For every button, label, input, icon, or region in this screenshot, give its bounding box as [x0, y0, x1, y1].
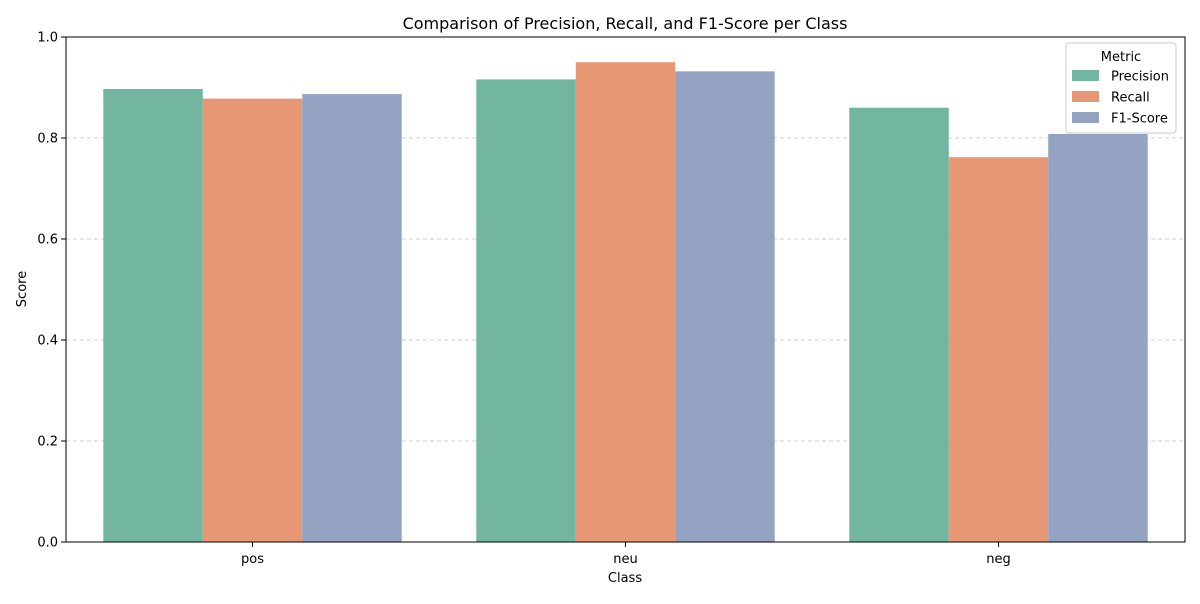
- bar-f1-score-neu: [675, 71, 775, 542]
- bars: [103, 62, 1148, 543]
- x-tick-label: neg: [986, 552, 1011, 567]
- legend-swatch: [1072, 70, 1099, 81]
- legend-label: Recall: [1111, 91, 1150, 106]
- plot-frame: [65, 36, 1186, 543]
- y-axis-label: Score: [15, 271, 30, 307]
- bar-recall-neu: [575, 62, 676, 542]
- bar-f1-score-neg: [1048, 133, 1148, 542]
- legend-swatch: [1072, 112, 1099, 123]
- bar-precision-neu: [476, 79, 576, 543]
- legend-title: Metric: [1101, 50, 1141, 65]
- x-tick-label: pos: [241, 552, 264, 567]
- bar-recall-pos: [202, 98, 303, 543]
- legend: Metric Precision Recall F1-Score: [1065, 42, 1177, 134]
- legend-frame: [1065, 42, 1177, 134]
- legend-label: F1-Score: [1111, 112, 1168, 127]
- y-tick-label: 0.4: [37, 334, 58, 349]
- y-tick-label: 0.8: [37, 132, 58, 147]
- bar-precision-neg: [849, 107, 949, 542]
- bar-f1-score-pos: [302, 94, 402, 542]
- bar-recall-neg: [948, 157, 1049, 542]
- y-tick-label: 1.0: [37, 31, 58, 46]
- chart-title: Comparison of Precision, Recall, and F1-…: [403, 14, 848, 33]
- y-tick-label: 0.2: [37, 435, 58, 450]
- legend-swatch: [1072, 91, 1099, 102]
- y-tick-label: 0.0: [37, 536, 58, 551]
- legend-items: Precision Recall F1-Score: [1072, 70, 1169, 127]
- y-tick-label: 0.6: [37, 233, 58, 248]
- x-tick-label: neu: [613, 552, 637, 567]
- x-axis-label: Class: [608, 571, 642, 586]
- axes: 0.0 0.2 0.4 0.6 0.8 1.0 pos neu neg: [37, 31, 1186, 567]
- bar-precision-pos: [103, 89, 203, 542]
- legend-label: Precision: [1111, 70, 1169, 85]
